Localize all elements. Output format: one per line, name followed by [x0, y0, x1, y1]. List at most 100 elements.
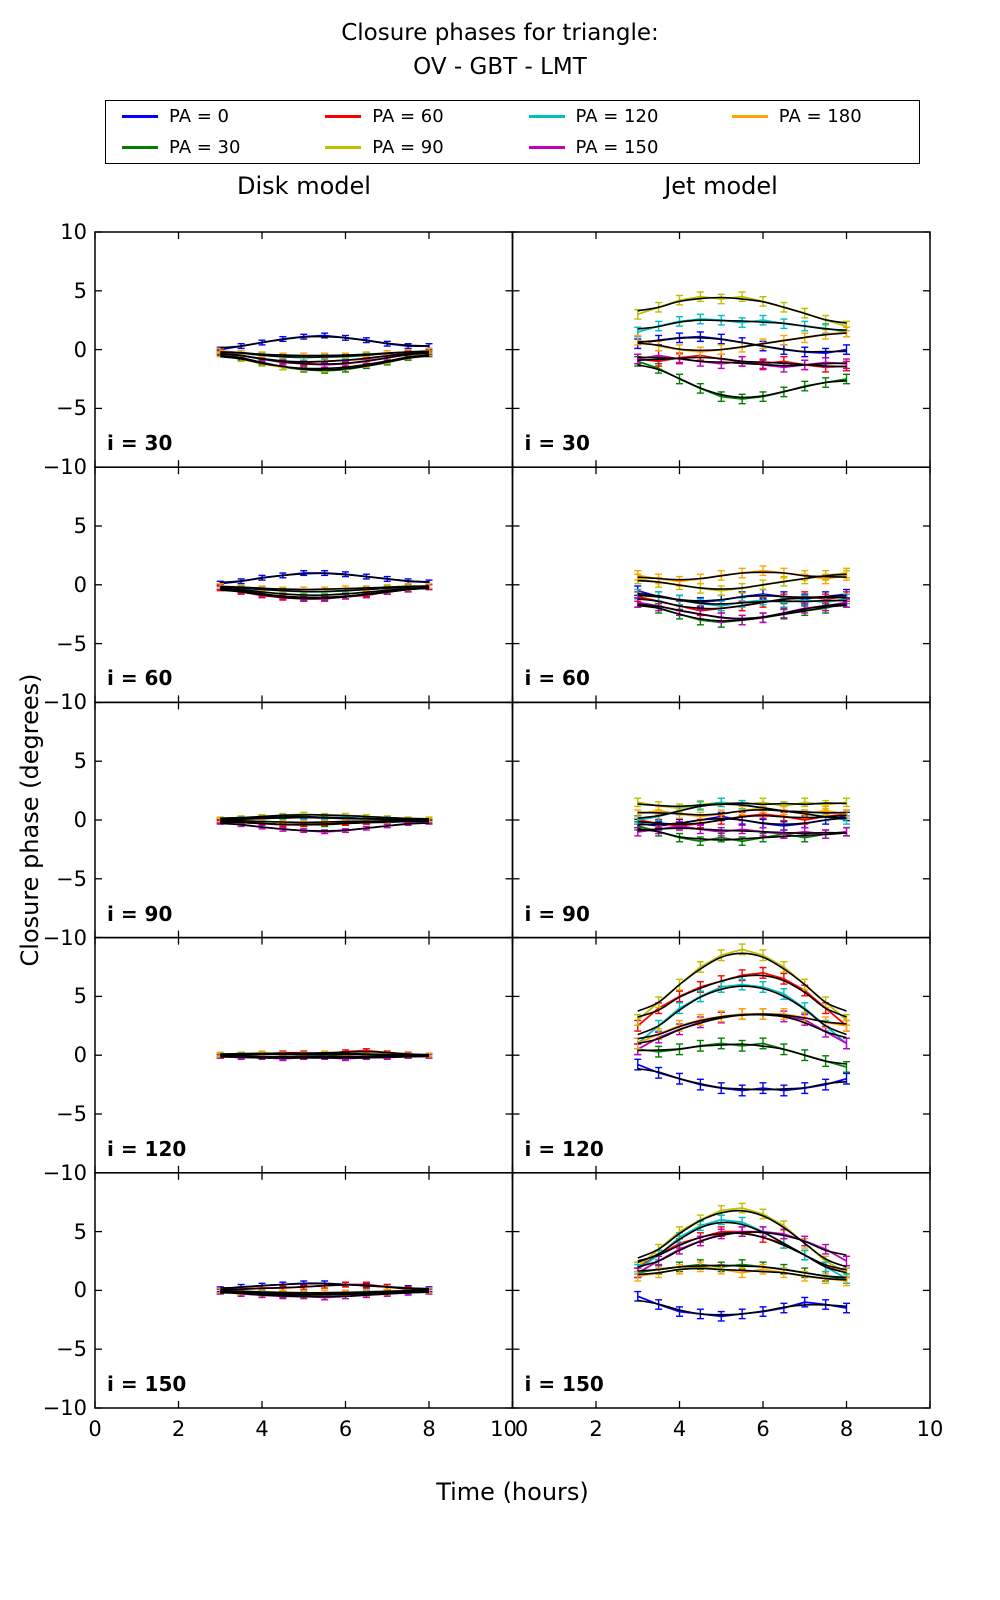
x-axis-label: Time (hours)	[436, 1478, 589, 1506]
model-curve	[637, 809, 847, 816]
model-curve	[220, 352, 430, 365]
x-tick-label: 8	[422, 1417, 436, 1441]
model-curve	[637, 827, 847, 835]
model-curve	[220, 1055, 430, 1059]
model-curve	[637, 332, 847, 352]
series-PA=0	[634, 1058, 850, 1097]
model-curve	[220, 1284, 430, 1291]
model-curve	[637, 952, 847, 1012]
legend-line-icon	[325, 146, 362, 149]
panel-jet-i90	[511, 701, 931, 939]
model-curve	[637, 604, 847, 622]
column-title-disk-model: Disk model	[237, 172, 371, 200]
x-tick-label: 0	[88, 1417, 102, 1441]
model-curve	[637, 1067, 847, 1091]
model-curve	[220, 354, 430, 371]
model-curve	[637, 296, 847, 324]
panel-disk-i120	[94, 936, 514, 1174]
model-curve	[637, 364, 847, 399]
model-curve	[637, 594, 847, 605]
figure-title-line1: Closure phases for triangle:	[341, 20, 659, 46]
legend-line-icon	[325, 115, 362, 118]
model-curve	[220, 585, 430, 591]
x-tick-label: 6	[338, 1417, 353, 1441]
x-tick-label: 2	[589, 1417, 603, 1441]
panel-annotation: i = 90	[524, 901, 590, 926]
y-tick-label: −10	[42, 1160, 87, 1185]
model-curve	[637, 1267, 847, 1281]
y-tick-label: −10	[42, 455, 87, 480]
y-tick-label: 0	[73, 572, 87, 597]
y-tick-label: 5	[73, 749, 87, 774]
legend-line-icon	[731, 115, 768, 118]
legend-label: PA = 90	[372, 137, 444, 158]
figure-title: Closure phases for triangle: OV - GBT - …	[0, 16, 1000, 84]
legend-item-pa=120: PA = 120	[513, 106, 716, 127]
y-tick-label: 0	[73, 808, 87, 832]
x-tick-label: 2	[171, 1417, 186, 1441]
figure-title-line2: OV - GBT - LMT	[413, 54, 587, 80]
legend-line-icon	[528, 115, 565, 118]
y-tick-label: −5	[56, 631, 87, 656]
x-tick-label: 10	[916, 1417, 944, 1441]
y-tick-label: 5	[73, 984, 87, 1009]
legend-item-pa=150: PA = 150	[513, 137, 716, 158]
y-tick-label: 5	[73, 1219, 87, 1244]
model-curve	[220, 1053, 430, 1057]
y-tick-label: 0	[73, 1278, 87, 1303]
y-axis-label: Closure phase (degrees)	[16, 673, 44, 967]
model-curve	[637, 596, 847, 610]
y-tick-label: −5	[56, 396, 87, 421]
model-curve	[637, 356, 847, 367]
model-curve	[637, 336, 847, 353]
panel-annotation: i = 150	[107, 1372, 187, 1396]
y-tick-label: −5	[56, 866, 87, 891]
model-curve	[637, 828, 847, 841]
y-tick-label: 5	[73, 278, 87, 303]
model-curve	[220, 822, 430, 832]
model-curve	[220, 816, 430, 821]
legend-label: PA = 180	[778, 106, 862, 127]
model-curve	[220, 814, 430, 820]
panel-annotation: i = 120	[107, 1136, 187, 1161]
panel-annotation: i = 60	[524, 666, 590, 691]
model-curve	[637, 802, 847, 808]
panel-disk-i150	[94, 1172, 514, 1409]
model-curve	[220, 1291, 430, 1298]
model-curve	[637, 319, 847, 331]
model-curve	[220, 354, 430, 370]
column-title-jet-model: Jet model	[664, 172, 778, 200]
panel-annotation: i = 30	[524, 431, 590, 456]
panel-jet-i150	[511, 1172, 931, 1409]
legend-line-icon	[122, 115, 158, 118]
model-curve	[637, 1264, 847, 1279]
x-tick-label: 6	[756, 1417, 770, 1441]
model-curve	[637, 573, 847, 590]
model-curve	[220, 1054, 430, 1058]
panel-annotation: i = 90	[107, 901, 173, 926]
series-PA=30	[634, 1037, 850, 1073]
model-curve	[637, 1231, 847, 1268]
legend-item-pa=0: PA = 0	[106, 106, 309, 127]
model-curve	[220, 585, 430, 593]
model-curve	[637, 985, 847, 1036]
panel-annotation: i = 60	[107, 666, 173, 691]
model-curve	[637, 1209, 847, 1268]
model-curve	[220, 335, 430, 349]
model-curve	[637, 1013, 847, 1040]
y-tick-label: −5	[56, 1337, 87, 1362]
x-tick-label: 10	[490, 1417, 517, 1441]
legend-label: PA = 150	[575, 137, 659, 158]
x-tick-label: 8	[839, 1417, 854, 1441]
legend-item-pa=90: PA = 90	[309, 137, 512, 158]
y-tick-label: 10	[60, 220, 87, 244]
model-curve	[637, 571, 847, 581]
y-tick-label: 0	[73, 337, 87, 362]
legend-label: PA = 120	[575, 106, 659, 127]
model-curve	[637, 1299, 847, 1316]
x-tick-label: 0	[514, 1417, 529, 1441]
model-curve	[220, 587, 430, 600]
y-tick-label: −5	[56, 1102, 87, 1126]
